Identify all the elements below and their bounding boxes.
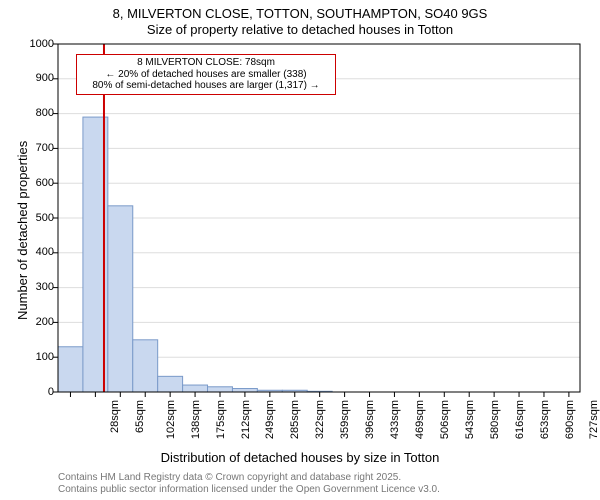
- y-tick-label: 300: [20, 281, 54, 293]
- histogram-bar: [108, 206, 133, 392]
- y-tick-label: 100: [20, 351, 54, 363]
- x-tick-label: 616sqm: [514, 400, 526, 439]
- y-tick-label: 400: [20, 246, 54, 258]
- y-tick-label: 500: [20, 212, 54, 224]
- y-tick-label: 900: [20, 72, 54, 84]
- y-tick-label: 800: [20, 107, 54, 119]
- x-tick-label: 359sqm: [339, 400, 351, 439]
- x-tick-label: 469sqm: [414, 400, 426, 439]
- histogram-bar: [208, 387, 233, 392]
- y-axis-label: Number of detached properties: [15, 141, 30, 320]
- histogram-bar: [58, 347, 83, 392]
- x-axis-label: Distribution of detached houses by size …: [0, 450, 600, 465]
- x-tick-label: 396sqm: [364, 400, 376, 439]
- x-tick-label: 249sqm: [265, 400, 277, 439]
- x-tick-label: 285sqm: [290, 400, 302, 439]
- x-tick-label: 322sqm: [314, 400, 326, 439]
- x-tick-label: 28sqm: [109, 400, 121, 433]
- histogram-chart: [58, 44, 580, 392]
- y-tick-label: 1000: [20, 38, 54, 50]
- property-annotation-box: 8 MILVERTON CLOSE: 78sqm ← 20% of detach…: [76, 54, 336, 95]
- x-tick-label: 653sqm: [539, 400, 551, 439]
- x-tick-label: 175sqm: [215, 400, 227, 439]
- x-tick-label: 433sqm: [389, 400, 401, 439]
- x-tick-label: 690sqm: [564, 400, 576, 439]
- page-title-line2: Size of property relative to detached ho…: [0, 22, 600, 37]
- x-tick-label: 506sqm: [439, 400, 451, 439]
- y-tick-label: 700: [20, 142, 54, 154]
- x-tick-label: 102sqm: [165, 400, 177, 439]
- histogram-bar: [183, 385, 208, 392]
- x-tick-label: 212sqm: [240, 400, 252, 439]
- x-tick-label: 580sqm: [489, 400, 501, 439]
- y-tick-label: 0: [20, 386, 54, 398]
- histogram-bar: [158, 376, 183, 392]
- x-tick-label: 138sqm: [190, 400, 202, 439]
- x-tick-label: 727sqm: [589, 400, 600, 439]
- annotation-line1: 8 MILVERTON CLOSE: 78sqm: [81, 57, 331, 69]
- footnote-line1: Contains HM Land Registry data © Crown c…: [58, 472, 401, 483]
- x-tick-label: 65sqm: [134, 400, 146, 433]
- footnote-line2: Contains public sector information licen…: [58, 484, 440, 495]
- annotation-line3: 80% of semi-detached houses are larger (…: [81, 80, 331, 92]
- y-tick-label: 200: [20, 316, 54, 328]
- y-tick-label: 600: [20, 177, 54, 189]
- histogram-bar: [232, 389, 257, 392]
- page-title-line1: 8, MILVERTON CLOSE, TOTTON, SOUTHAMPTON,…: [0, 6, 600, 21]
- annotation-line2: ← 20% of detached houses are smaller (33…: [81, 69, 331, 81]
- histogram-bar: [133, 340, 158, 392]
- x-tick-label: 543sqm: [464, 400, 476, 439]
